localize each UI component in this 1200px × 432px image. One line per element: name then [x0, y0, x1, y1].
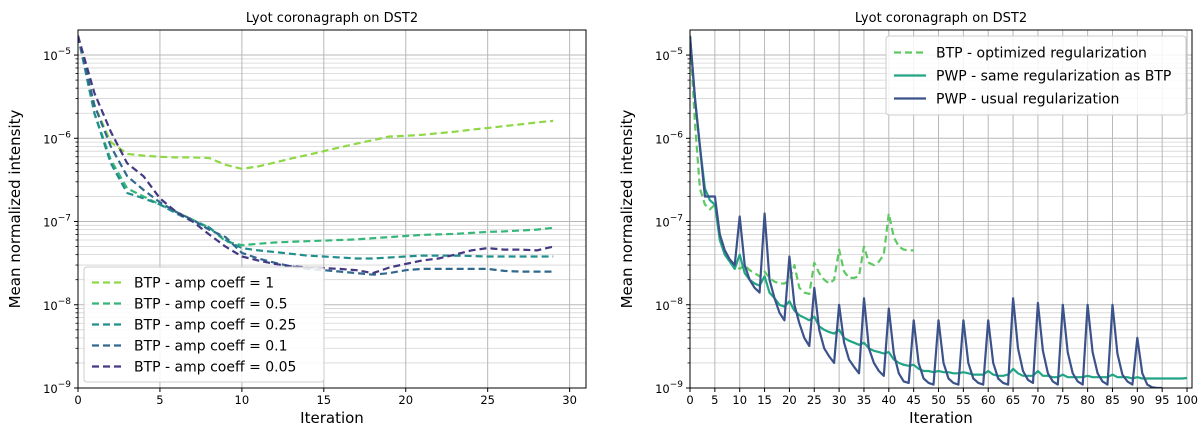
x-tick-label: 80 — [1080, 393, 1095, 407]
legend-label: BTP - optimized regularization — [936, 46, 1147, 62]
y-tick-label: 10−6 — [43, 130, 71, 146]
x-tick-label: 45 — [906, 393, 921, 407]
y-axis-label: Mean normalized intensity — [6, 109, 24, 308]
x-tick-label: 20 — [398, 393, 413, 407]
legend-label: BTP - amp coeff = 1 — [134, 276, 274, 292]
x-tick-label: 30 — [562, 393, 577, 407]
x-tick-label: 95 — [1155, 393, 1170, 407]
x-tick-label: 60 — [981, 393, 996, 407]
y-axis-ticks: 10−9 10−8 10−7 10−6 10−5 — [655, 47, 690, 396]
x-tick-label: 35 — [857, 393, 872, 407]
x-tick-label: 50 — [931, 393, 946, 407]
x-axis-label: Iteration — [300, 409, 364, 427]
y-tick-label: 10−5 — [43, 47, 71, 63]
x-tick-label: 65 — [1006, 393, 1021, 407]
y-axis-label: Mean normalized intensity — [618, 109, 636, 308]
x-tick-label: 15 — [757, 393, 772, 407]
series-line-1 — [78, 35, 554, 170]
series-line-1 — [690, 35, 914, 295]
x-tick-label: 10 — [235, 393, 250, 407]
series-group — [690, 35, 1188, 388]
series-line-3 — [78, 35, 554, 260]
plot-frame — [689, 29, 1193, 389]
legend-label: BTP - amp coeff = 0.1 — [134, 339, 288, 355]
legend: BTP - amp coeff = 1 BTP - amp coeff = 0.5… — [83, 266, 325, 383]
y-tick-label: 10−6 — [655, 130, 683, 146]
x-axis-label: Iteration — [909, 409, 973, 427]
legend-label: BTP - amp coeff = 0.5 — [134, 297, 288, 313]
chart-panel-right: 0 5 10 15 20 25 30 35 40 45 50 55 60 65 70 75 80 85 90 95 10… — [618, 11, 1198, 427]
y-tick-label: 10−8 — [43, 297, 71, 313]
chart-title: Lyot coronagraph on DST2 — [246, 11, 418, 26]
legend-label: PWP - same regularization as BTP — [936, 69, 1171, 85]
x-tick-label: 15 — [316, 393, 331, 407]
legend-box — [885, 35, 1187, 116]
y-axis-ticks: 10−9 10−8 10−7 10−6 10−5 — [43, 47, 78, 396]
legend: BTP - optimized regularization PWP - same… — [885, 35, 1187, 116]
x-axis-ticks: 0 5 10 15 20 25 30 — [74, 388, 577, 407]
legend-label: BTP - amp coeff = 0.25 — [134, 318, 296, 334]
y-tick-label: 10−9 — [43, 380, 71, 396]
series-line-3 — [690, 35, 1163, 388]
x-tick-label: 5 — [711, 393, 718, 407]
legend-label: BTP - amp coeff = 0.05 — [134, 360, 296, 376]
x-tick-label: 30 — [832, 393, 847, 407]
x-tick-label: 25 — [807, 393, 822, 407]
y-tick-label: 10−8 — [655, 297, 683, 313]
legend-box — [83, 266, 325, 383]
y-tick-label: 10−7 — [43, 214, 71, 230]
x-tick-label: 75 — [1055, 393, 1070, 407]
x-tick-label: 0 — [686, 393, 693, 407]
x-tick-label: 40 — [881, 393, 896, 407]
x-tick-label: 55 — [956, 393, 971, 407]
x-tick-label: 10 — [732, 393, 747, 407]
x-tick-label: 5 — [156, 393, 163, 407]
series-group — [78, 35, 554, 276]
y-tick-label: 10−9 — [655, 380, 683, 396]
x-tick-label: 100 — [1176, 393, 1198, 407]
x-tick-label: 25 — [480, 393, 495, 407]
x-tick-label: 70 — [1031, 393, 1046, 407]
series-line-5 — [78, 35, 554, 275]
series-line-2 — [78, 35, 554, 247]
y-tick-label: 10−7 — [655, 214, 683, 230]
x-tick-label: 0 — [74, 393, 81, 407]
chart-title: Lyot coronagraph on DST2 — [855, 11, 1027, 26]
x-tick-label: 20 — [782, 393, 797, 407]
chart-panel-left: 0 5 10 15 20 25 30 10−9 10−8 10−7 10−6 10−5 Lyot cor… — [6, 11, 587, 427]
x-tick-label: 85 — [1105, 393, 1120, 407]
series-line-2 — [690, 35, 1188, 380]
x-tick-label: 90 — [1130, 393, 1145, 407]
legend-label: PWP - usual regularization — [936, 92, 1119, 108]
plot-frame — [77, 29, 587, 389]
y-tick-label: 10−5 — [655, 47, 683, 63]
series-line-4 — [78, 35, 554, 276]
x-axis-ticks: 0 5 10 15 20 25 30 35 40 45 50 55 60 65 70 75 80 85 90 95 10… — [686, 388, 1198, 407]
